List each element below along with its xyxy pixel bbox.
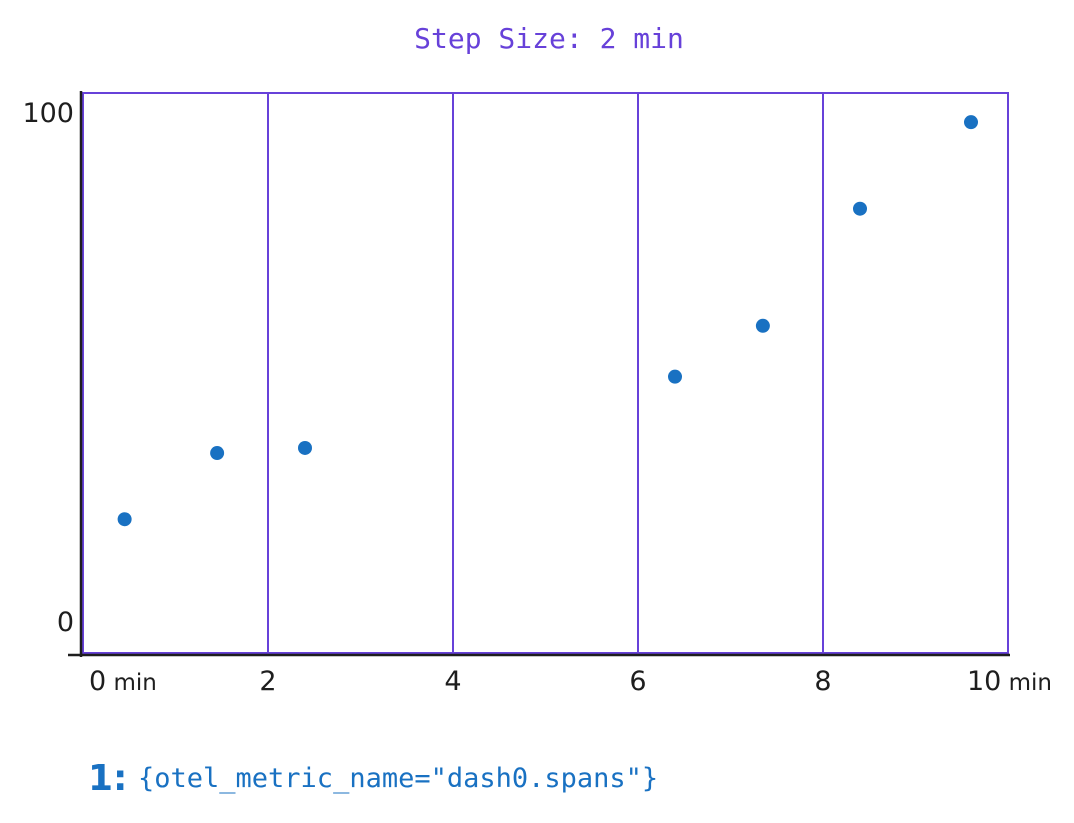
data-point (210, 446, 225, 461)
legend-index: 1: (88, 758, 127, 799)
y-tick-labels: 0 100 (22, 98, 74, 638)
data-point (668, 369, 682, 384)
data-point (117, 512, 132, 527)
data-point (853, 201, 867, 216)
data-points (117, 115, 978, 527)
step-bands (82, 92, 1009, 654)
x-tick-labels: 0 min 2 4 6 8 10 min (89, 666, 1052, 697)
legend-series-label: {otel_metric_name="dash0.spans"} (138, 763, 658, 794)
legend: 1: {otel_metric_name="dash0.spans"} (88, 758, 658, 799)
y-tick-label: 0 (57, 607, 74, 638)
data-point (964, 115, 978, 130)
x-tick-label: 4 (444, 666, 461, 697)
x-tick-label: 2 (259, 666, 276, 697)
step-frame (82, 92, 1009, 654)
data-point (298, 440, 312, 455)
x-tick-label: 0 min (89, 666, 157, 697)
x-tick-label: 8 (814, 666, 831, 697)
chart-title: Step Size: 2 min (414, 22, 684, 55)
y-tick-label: 100 (22, 98, 74, 129)
data-point (755, 318, 770, 333)
x-tick-label: 10 min (967, 666, 1052, 697)
x-tick-label: 6 (629, 666, 646, 697)
axes (68, 91, 1010, 657)
